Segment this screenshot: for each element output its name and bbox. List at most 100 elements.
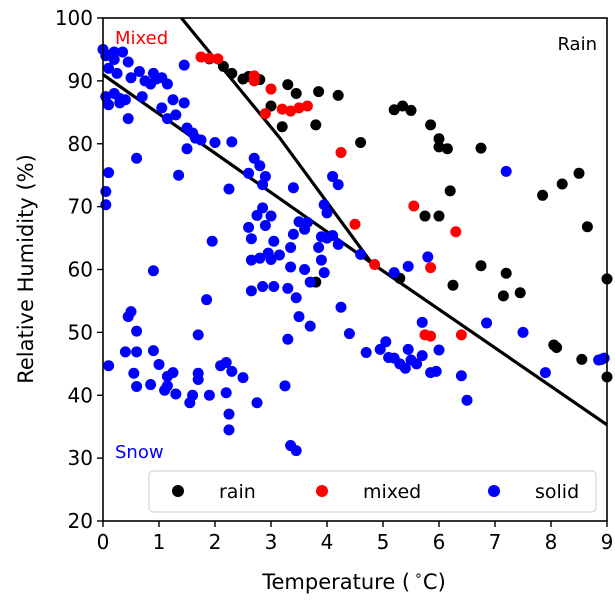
point-mixed [408, 200, 420, 212]
point-solid [287, 182, 299, 194]
point-solid [181, 143, 193, 155]
point-solid [131, 380, 143, 392]
point-solid [111, 67, 123, 79]
point-mixed [455, 329, 467, 341]
point-solid [100, 186, 112, 198]
legend-label-solid: solid [535, 481, 579, 503]
point-rain [282, 79, 294, 91]
point-solid [131, 152, 143, 164]
region-label-rain: Rain [557, 34, 597, 55]
point-solid [122, 113, 134, 125]
point-solid [327, 170, 339, 182]
point-rain [217, 60, 229, 72]
point-solid [259, 170, 271, 182]
point-solid [430, 365, 442, 377]
point-solid [220, 387, 232, 399]
point-rain [433, 210, 445, 222]
x-tick-label: 7 [489, 530, 502, 554]
point-solid [125, 72, 137, 84]
point-mixed [285, 105, 297, 117]
point-mixed [349, 218, 361, 230]
point-solid [360, 346, 372, 358]
x-tick-label: 8 [545, 530, 558, 554]
point-rain [576, 353, 588, 365]
point-solid [223, 408, 235, 420]
point-mixed [195, 51, 207, 63]
point-solid [195, 134, 207, 146]
point-solid [285, 241, 297, 253]
point-mixed [276, 103, 288, 115]
point-solid [254, 160, 266, 172]
point-solid [293, 216, 305, 228]
point-solid [402, 343, 414, 355]
x-tick-label: 0 [97, 530, 110, 554]
x-tick-label: 3 [265, 530, 278, 554]
point-solid [147, 265, 159, 277]
point-solid [416, 316, 428, 328]
point-rain [265, 100, 277, 112]
point-mixed [369, 258, 381, 270]
x-tick-label: 4 [321, 530, 334, 554]
legend-label-mixed: mixed [363, 481, 421, 503]
point-rain [500, 267, 512, 279]
point-solid [433, 344, 445, 356]
point-mixed [450, 226, 462, 238]
point-solid [315, 254, 327, 266]
point-solid [455, 370, 467, 382]
point-solid [285, 261, 297, 273]
point-rain [313, 86, 325, 98]
point-solid [461, 394, 473, 406]
point-solid [355, 248, 367, 260]
point-solid [223, 183, 235, 195]
point-solid [100, 199, 112, 211]
point-solid [223, 424, 235, 436]
point-solid [203, 389, 215, 401]
x-axis-label: Temperature (∘C) [261, 568, 446, 594]
point-rain [310, 119, 322, 131]
point-solid [248, 152, 260, 164]
point-solid [131, 325, 143, 337]
point-solid [128, 367, 140, 379]
y-tick-label: 30 [68, 446, 93, 470]
point-mixed [265, 83, 277, 95]
y-axis-label: Relative Humidity (%) [14, 154, 38, 384]
legend-label-rain: rain [219, 481, 256, 503]
y-tick-label: 20 [68, 509, 93, 533]
point-solid [133, 65, 145, 77]
point-rain [475, 260, 487, 272]
y-tick-label: 80 [68, 132, 93, 156]
point-solid [136, 91, 148, 103]
point-solid [108, 46, 120, 58]
point-solid [293, 311, 305, 323]
point-mixed [259, 108, 271, 120]
x-tick-label: 9 [601, 530, 614, 554]
legend: rain mixed solid [148, 470, 597, 513]
point-rain [433, 133, 445, 145]
point-rain [573, 167, 585, 179]
point-solid [257, 202, 269, 214]
point-solid [103, 167, 115, 179]
point-rain [514, 287, 526, 299]
point-solid [226, 136, 238, 148]
point-mixed [212, 53, 224, 65]
point-solid [327, 230, 339, 242]
y-tick-label: 100 [55, 6, 93, 30]
point-solid [122, 56, 134, 68]
point-solid [243, 167, 255, 179]
point-solid [251, 209, 263, 221]
y-tick-label: 60 [68, 258, 93, 282]
point-solid [117, 46, 129, 58]
point-rain [551, 341, 563, 353]
y-tick-label: 70 [68, 195, 93, 219]
x-tick-label: 6 [433, 530, 446, 554]
point-solid [178, 59, 190, 71]
point-solid [332, 238, 344, 250]
point-solid [167, 367, 179, 379]
legend-box [148, 470, 597, 513]
point-solid [206, 235, 218, 247]
point-rain [290, 87, 302, 99]
point-solid [251, 397, 263, 409]
point-solid [167, 94, 179, 106]
point-solid [265, 253, 277, 265]
